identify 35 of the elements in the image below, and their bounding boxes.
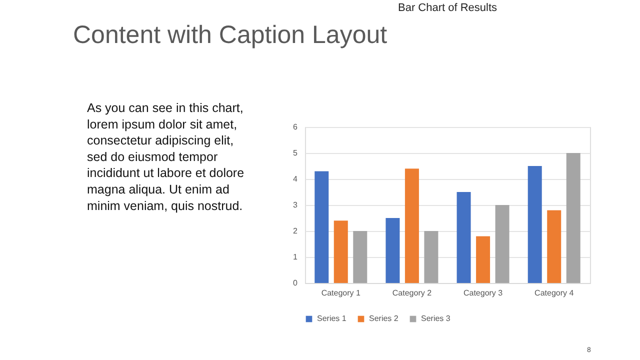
bar bbox=[404, 168, 419, 283]
y-tick-label: 4 bbox=[293, 174, 298, 184]
text: As you can see in this chart, bbox=[87, 101, 244, 115]
legend-label: Series 1 bbox=[317, 314, 347, 323]
bar bbox=[476, 236, 490, 283]
x-tick-label: Category 2 bbox=[392, 288, 432, 298]
text: minim veniam, quis nostrud. bbox=[87, 198, 243, 213]
bar bbox=[456, 192, 471, 283]
x-tick-label: Category 1 bbox=[321, 288, 362, 298]
y-tick-label: 6 bbox=[293, 122, 298, 132]
y-tick-label: 1 bbox=[293, 252, 298, 262]
bar bbox=[528, 166, 542, 283]
bar bbox=[424, 231, 438, 283]
legend-label: Series 3 bbox=[421, 314, 451, 323]
text: incididunt ut labore et dolore bbox=[87, 166, 244, 180]
text: magna aliqua. Ut enim ad bbox=[87, 182, 230, 196]
bar bbox=[386, 218, 400, 283]
y-tick-label: 5 bbox=[293, 148, 298, 158]
bar bbox=[566, 153, 580, 283]
bar bbox=[334, 220, 348, 283]
x-tick-label: Category 3 bbox=[463, 288, 504, 298]
bar bbox=[495, 205, 510, 283]
y-tick-label: 0 bbox=[293, 278, 298, 288]
text: lorem ipsum dolor sit amet, bbox=[87, 117, 238, 132]
bar bbox=[353, 231, 368, 283]
legend-label: Series 2 bbox=[369, 314, 399, 323]
x-tick-label: Category 4 bbox=[534, 288, 574, 298]
text: sed do eiusmod tempor bbox=[87, 150, 218, 164]
y-tick-label: 3 bbox=[293, 200, 298, 210]
bar bbox=[547, 210, 562, 283]
text: consectetur adipiscing elit, bbox=[87, 134, 234, 148]
chart-title: Bar Chart of Results bbox=[398, 2, 498, 14]
y-tick-label: 2 bbox=[293, 226, 298, 236]
bar bbox=[314, 171, 329, 283]
text: Content with Caption Layout bbox=[73, 21, 388, 49]
